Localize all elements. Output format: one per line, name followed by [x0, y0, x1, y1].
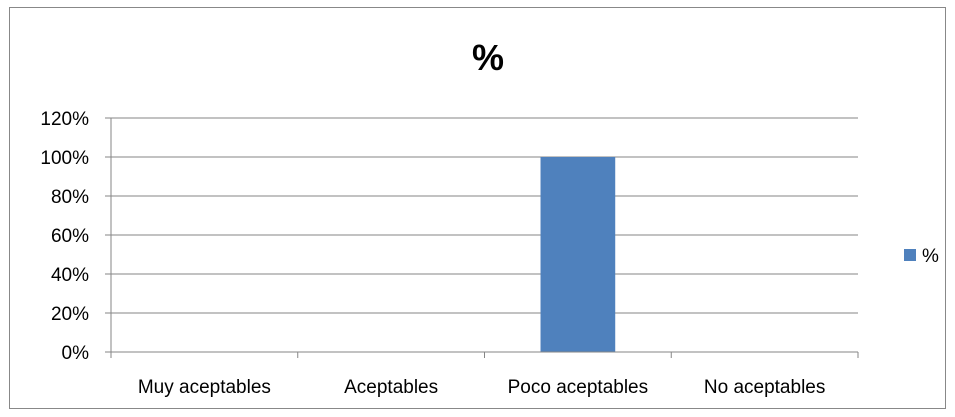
- chart-title: %: [472, 37, 504, 78]
- y-tick-label: 100%: [40, 148, 89, 169]
- x-tick-label: No aceptables: [704, 377, 825, 398]
- legend: %: [904, 246, 939, 267]
- legend-label: %: [922, 246, 939, 267]
- legend-swatch: [904, 249, 916, 261]
- y-tick-label: 80%: [51, 187, 89, 208]
- y-tick-label: 60%: [51, 226, 89, 247]
- x-tick-label: Poco aceptables: [508, 377, 649, 398]
- bars-layer: [540, 157, 616, 352]
- chart-frame: [9, 7, 946, 409]
- x-tick-label: Muy aceptables: [138, 377, 271, 398]
- axis-layer: 0% 20% 40% 60% 80% 100% 120% Muy aceptables Acep…: [40, 109, 859, 398]
- x-tick-label: Aceptables: [344, 377, 438, 398]
- y-tick-label: 0%: [62, 343, 90, 364]
- grid-layer: [111, 117, 858, 314]
- y-tick-label: 40%: [51, 265, 89, 286]
- bar: [540, 157, 616, 352]
- y-tick-label: 20%: [51, 304, 89, 325]
- y-tick-label: 120%: [40, 109, 89, 130]
